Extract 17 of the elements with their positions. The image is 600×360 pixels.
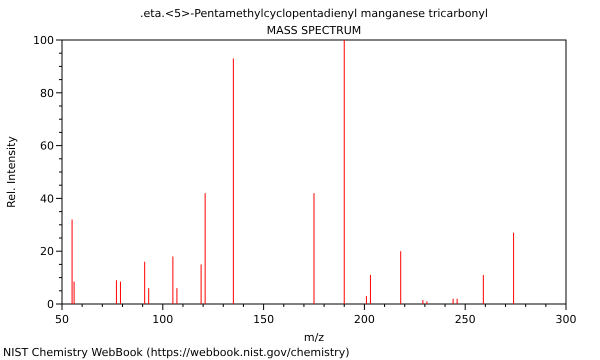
x-tick-label: 200 bbox=[354, 313, 375, 326]
y-tick-label: 20 bbox=[40, 245, 54, 258]
x-axis-title: m/z bbox=[304, 331, 324, 344]
x-tick-label: 300 bbox=[556, 313, 576, 326]
x-tick-label: 50 bbox=[55, 313, 69, 326]
y-axis-title: Rel. Intensity bbox=[5, 136, 18, 208]
y-tick-label: 100 bbox=[33, 34, 54, 47]
text: NIST Chemistry WebBook (https://webbook.nist.gov/chemistry) bbox=[3, 346, 350, 359]
y-tick-label: 80 bbox=[40, 86, 54, 100]
x-tick-label: 100 bbox=[152, 313, 174, 326]
y-tick-label: 0 bbox=[47, 298, 54, 311]
x-tick-label: 250 bbox=[454, 313, 476, 326]
chart-subtitle: MASS SPECTRUM bbox=[266, 24, 362, 37]
y-tick-label: 60 bbox=[40, 140, 54, 153]
y-tick-label: 40 bbox=[40, 192, 54, 206]
chart-title: .eta.<5>-Pentamethylcyclopentadienyl manganese tricarbonyl bbox=[140, 7, 488, 20]
x-tick-label: 150 bbox=[253, 313, 274, 326]
